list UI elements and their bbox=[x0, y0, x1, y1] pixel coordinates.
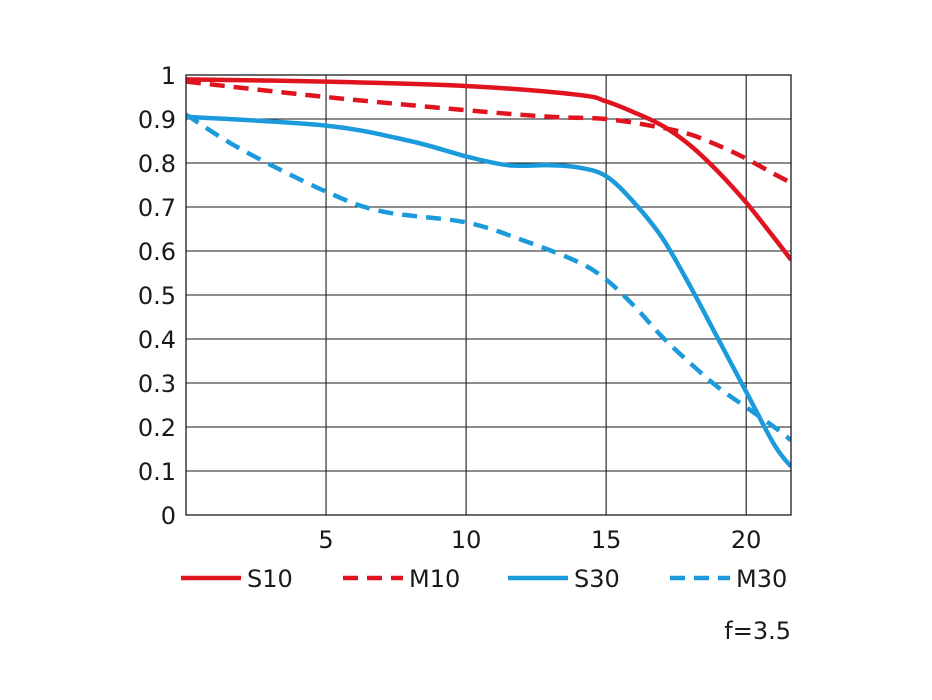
x-tick-label: 15 bbox=[591, 526, 622, 554]
legend-label-s10: S10 bbox=[247, 565, 293, 593]
x-tick-label: 20 bbox=[731, 526, 762, 554]
legend: S10 M10 S30 M30 bbox=[181, 565, 787, 593]
y-tick-label: 0.2 bbox=[138, 414, 176, 442]
y-tick-label: 0.5 bbox=[138, 282, 176, 310]
y-tick-label: 0.3 bbox=[138, 370, 176, 398]
series-line-s30 bbox=[186, 114, 791, 469]
legend-label-m10: M10 bbox=[409, 565, 460, 593]
plot-frame bbox=[185, 74, 792, 516]
series-lines bbox=[186, 77, 791, 469]
series-line-m10 bbox=[186, 79, 791, 185]
x-tick-label: 5 bbox=[318, 526, 333, 554]
y-tick-label: 0.1 bbox=[138, 458, 176, 486]
y-tick-label: 0.8 bbox=[138, 150, 176, 178]
y-tick-label: 0.9 bbox=[138, 106, 176, 134]
y-axis-ticks: 0 0.1 0.2 0.3 0.4 0.5 0.6 0.7 0.8 0.9 1 bbox=[138, 62, 176, 530]
x-axis-ticks: 5 10 15 20 bbox=[318, 526, 761, 554]
grid bbox=[186, 75, 791, 515]
y-tick-label: 1 bbox=[161, 62, 176, 90]
legend-label-m30: M30 bbox=[736, 565, 787, 593]
legend-label-s30: S30 bbox=[574, 565, 620, 593]
aperture-annotation: f=3.5 bbox=[724, 617, 791, 645]
x-tick-label: 10 bbox=[451, 526, 482, 554]
y-tick-label: 0.4 bbox=[138, 326, 176, 354]
y-tick-label: 0.7 bbox=[138, 194, 176, 222]
series-line-m30 bbox=[186, 112, 791, 442]
series-line-s10 bbox=[186, 77, 791, 262]
y-tick-label: 0.6 bbox=[138, 238, 176, 266]
y-tick-label: 0 bbox=[161, 502, 176, 530]
